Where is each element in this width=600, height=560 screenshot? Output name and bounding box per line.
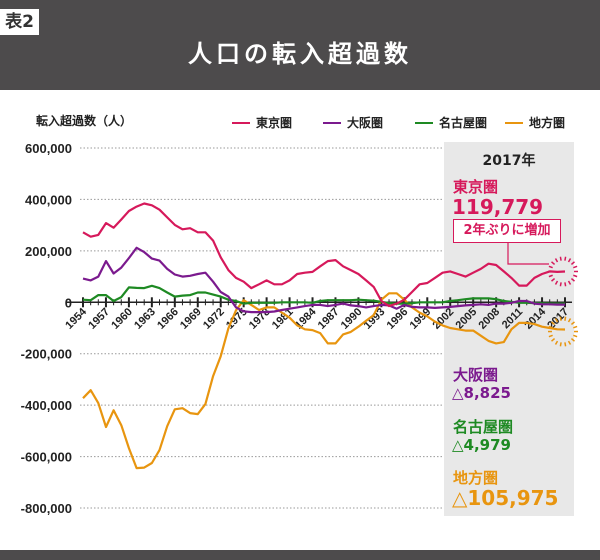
burst-ray xyxy=(556,281,558,284)
x-tick-label: 2008 xyxy=(476,306,502,332)
burst-ray xyxy=(556,341,558,344)
annotation-chiho-value: △105,975 xyxy=(452,486,558,510)
burst-ray xyxy=(571,279,574,282)
burst-ray xyxy=(565,317,566,321)
y-tick-label: -600,000 xyxy=(21,450,72,465)
x-tick-label: 1966 xyxy=(155,306,181,332)
x-tick-label: 1987 xyxy=(316,306,342,332)
y-tick-label: 600,000 xyxy=(25,141,72,156)
annotation-connector xyxy=(508,242,549,264)
burst-ray xyxy=(569,281,571,284)
x-tick-label: 2005 xyxy=(454,306,480,332)
burst-ray xyxy=(569,341,571,344)
x-tick-label: 1996 xyxy=(385,306,411,332)
x-tick-label: 1972 xyxy=(201,306,227,332)
burst-ray xyxy=(571,339,574,342)
burst-ray xyxy=(560,257,561,261)
burst-ray xyxy=(560,342,561,346)
burst-ray xyxy=(549,275,553,276)
burst-ray xyxy=(571,262,574,265)
burst-ray xyxy=(573,326,577,327)
burst-ray xyxy=(560,282,561,286)
burst-ray xyxy=(569,319,571,322)
y-tick-labels: 600,000400,000200,0000-200,000-400,000-6… xyxy=(21,141,72,516)
x-tick-label: 1993 xyxy=(362,306,388,332)
burst-ray xyxy=(552,339,555,342)
x-tick-label: 1957 xyxy=(86,306,112,332)
x-tick-label: 1963 xyxy=(132,306,158,332)
burst-ray xyxy=(565,342,566,346)
burst-ray xyxy=(569,258,571,261)
annotation-chiho-name: 地方圏 xyxy=(453,467,498,488)
burst-ray xyxy=(571,322,574,325)
annotation-decorations xyxy=(508,242,578,346)
y-tick-label: 200,000 xyxy=(25,244,72,259)
annotation-nagoya-value: △4,979 xyxy=(452,436,511,454)
burst-ray xyxy=(549,266,553,267)
annotation-nagoya-name: 名古屋圏 xyxy=(453,416,513,437)
x-tick-label: 1984 xyxy=(293,305,319,331)
annotation-osaka-value: △8,825 xyxy=(452,384,511,402)
burst-ray xyxy=(573,275,577,276)
y-tick-label: -400,000 xyxy=(21,398,72,413)
annotation-tokyo-name: 東京圏 xyxy=(453,176,498,197)
series-line-2 xyxy=(83,286,565,304)
burst-ray xyxy=(552,262,555,265)
burst-ray xyxy=(565,257,566,261)
burst-ray xyxy=(552,279,555,282)
y-tick-label: -800,000 xyxy=(21,501,72,516)
x-tick-label: 1990 xyxy=(339,306,365,332)
burst-ray xyxy=(565,282,566,286)
x-tick-label: 1960 xyxy=(109,306,135,332)
y-tick-label: -200,000 xyxy=(21,347,72,362)
y-tick-label: 400,000 xyxy=(25,192,72,207)
annotation-tokyo-note: 2年ぶりに増加 xyxy=(453,219,561,243)
annotation-year: 2017年 xyxy=(444,150,574,170)
annotation-tokyo-value: 119,779 xyxy=(452,195,543,219)
footer-bar xyxy=(0,550,600,560)
annotation-osaka-name: 大阪圏 xyxy=(453,364,498,385)
burst-ray xyxy=(556,258,558,261)
burst-ray xyxy=(573,335,577,336)
x-tick-label: 1969 xyxy=(178,306,204,332)
burst-ray xyxy=(573,266,577,267)
burst-ray xyxy=(560,317,561,321)
x-tick-labels: 1954195719601963196619691972197519781981… xyxy=(63,305,571,331)
burst-ray xyxy=(549,335,553,336)
